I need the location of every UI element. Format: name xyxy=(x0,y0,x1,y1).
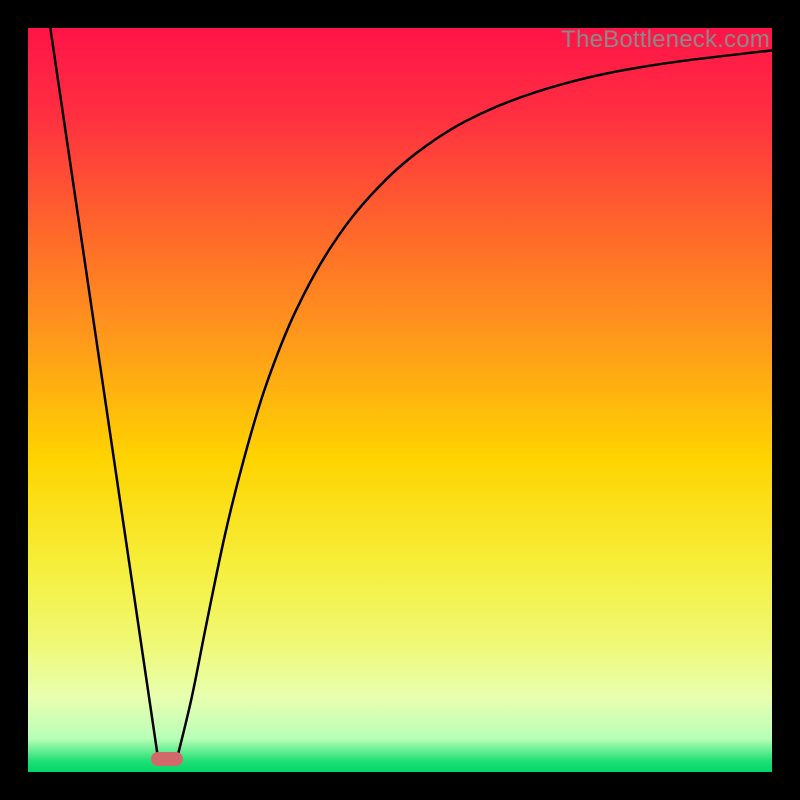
chart-frame: TheBottleneck.com xyxy=(0,0,800,800)
left-line xyxy=(50,28,158,759)
plot-area: TheBottleneck.com xyxy=(28,28,772,772)
minimum-marker xyxy=(151,752,183,766)
right-curve xyxy=(177,50,772,759)
watermark-text: TheBottleneck.com xyxy=(561,26,770,54)
curve-layer xyxy=(28,28,772,772)
